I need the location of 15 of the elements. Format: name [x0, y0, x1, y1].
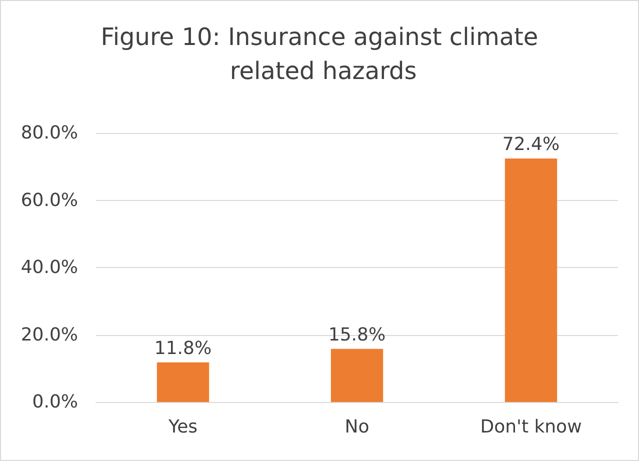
y-tick-label: 80.0% [20, 122, 78, 144]
y-tick-label: 60.0% [20, 190, 78, 211]
x-tick-label: No [344, 416, 370, 438]
bar [504, 158, 558, 402]
chart-title: Figure 10: Insurance against climate related hazards [100, 23, 538, 85]
data-label: 15.8% [328, 324, 386, 346]
data-label: 11.8% [154, 338, 212, 359]
data-label: 72.4% [502, 134, 560, 156]
x-tick-label: Don't know [480, 416, 582, 438]
x-tick-label: Yes [167, 416, 198, 438]
y-tick-label: 0.0% [32, 392, 78, 412]
bar [156, 362, 210, 402]
y-tick-label: 40.0% [20, 257, 78, 278]
bar [330, 348, 384, 402]
y-tick-label: 20.0% [20, 324, 78, 346]
